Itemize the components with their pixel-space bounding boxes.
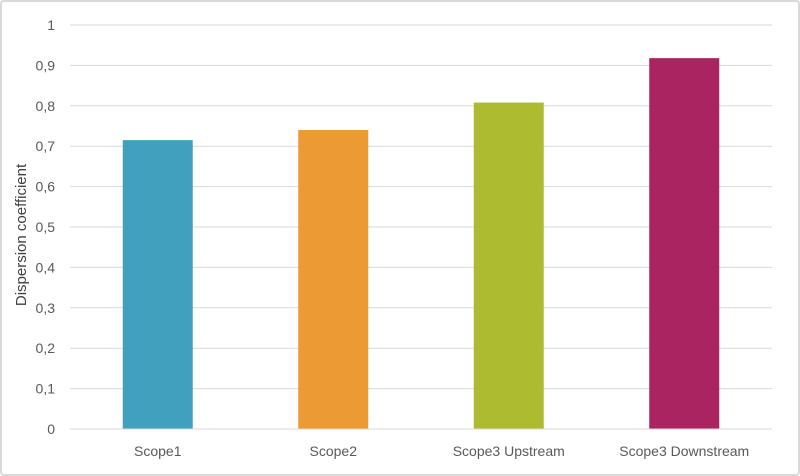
bars bbox=[122, 58, 720, 430]
y-tick-label: 0,6 bbox=[36, 179, 56, 195]
bar-scope1 bbox=[122, 140, 193, 429]
bar-scope3-downstream bbox=[649, 58, 720, 430]
y-axis-label: Dispersion coefficient bbox=[13, 163, 30, 306]
y-tick-label: 0,4 bbox=[36, 259, 56, 275]
x-category-label: Scope3 Upstream bbox=[453, 443, 565, 459]
y-tick-label: 0,1 bbox=[36, 381, 56, 397]
x-category-label: Scope1 bbox=[134, 443, 182, 459]
y-tick-label: 0,9 bbox=[36, 57, 56, 73]
bar-scope2 bbox=[298, 130, 369, 430]
y-axis-ticks: 0 0,1 0,2 0,3 0,4 0,5 0,6 0,7 0,8 0,9 1 bbox=[36, 17, 56, 437]
y-tick-label: 0,2 bbox=[36, 340, 56, 356]
y-tick-label: 0,8 bbox=[36, 98, 56, 114]
y-tick-label: 0,7 bbox=[36, 138, 56, 154]
y-tick-label: 0,5 bbox=[36, 219, 56, 235]
y-tick-label: 0 bbox=[47, 421, 55, 437]
y-tick-label: 0,3 bbox=[36, 300, 56, 316]
x-axis-categories: Scope1 Scope2 Scope3 Upstream Scope3 Downst… bbox=[134, 443, 749, 459]
y-tick-label: 1 bbox=[47, 17, 55, 33]
bar-scope3-upstream bbox=[473, 102, 544, 430]
x-category-label: Scope3 Downstream bbox=[619, 443, 749, 459]
x-category-label: Scope2 bbox=[310, 443, 358, 459]
